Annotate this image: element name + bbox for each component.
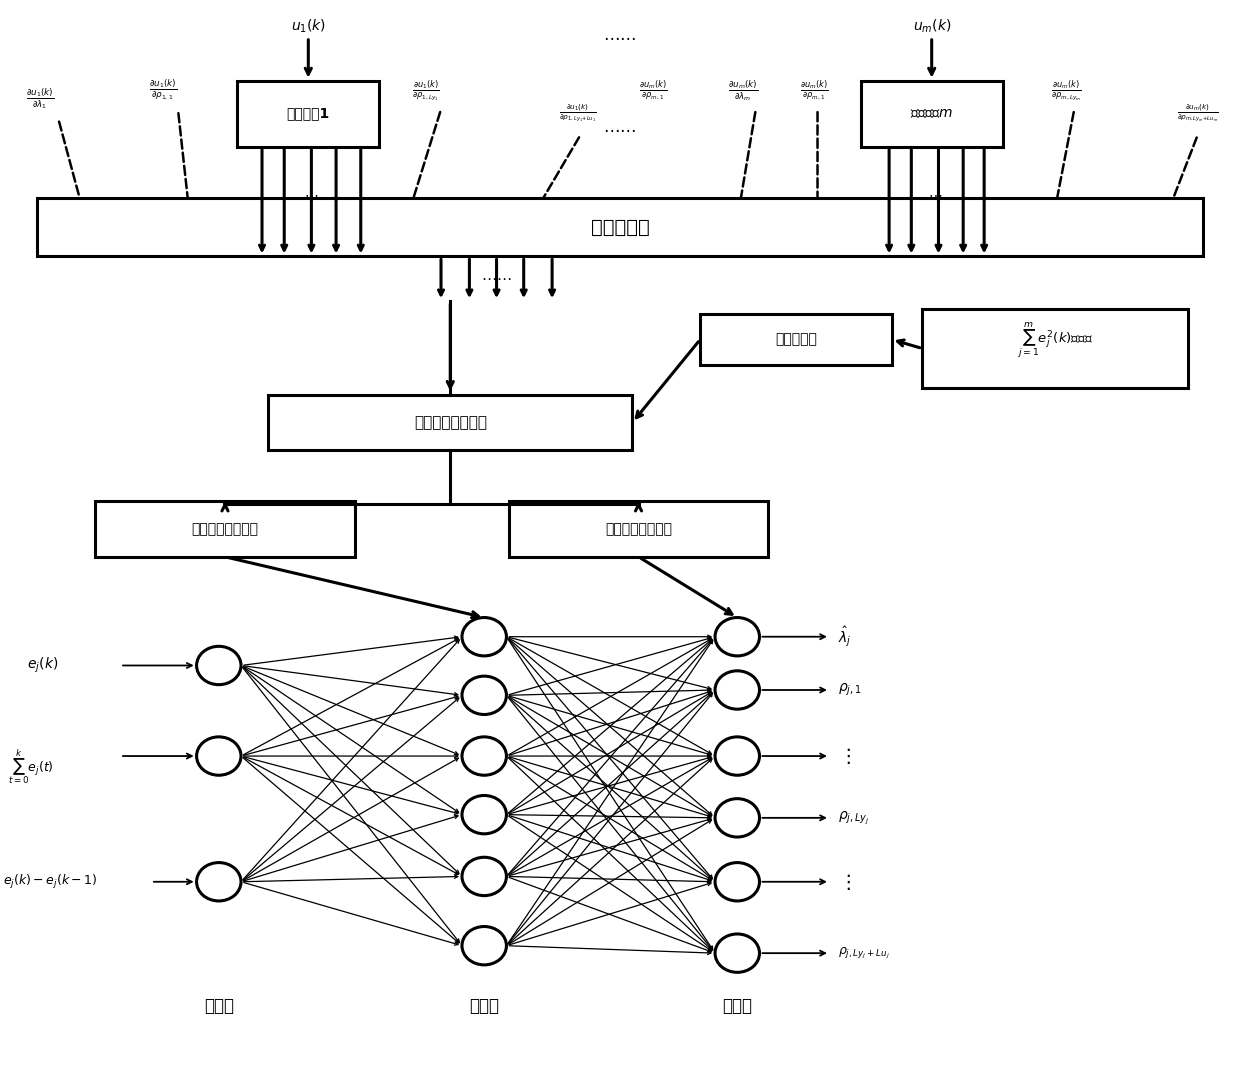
- Text: $\sum_{j=1}^{m}e_j^2(k)$最小化: $\sum_{j=1}^{m}e_j^2(k)$最小化: [1017, 320, 1094, 361]
- Text: $\cdots\cdots$: $\cdots\cdots$: [481, 270, 512, 285]
- Text: $\frac{\partial u_1(k)}{\partial \lambda_1}$: $\frac{\partial u_1(k)}{\partial \lambda…: [26, 87, 53, 111]
- Circle shape: [463, 618, 506, 655]
- Circle shape: [715, 799, 759, 838]
- Text: $\cdots$: $\cdots$: [304, 187, 319, 201]
- Text: $u_1(k)$: $u_1(k)$: [291, 17, 326, 34]
- Circle shape: [715, 670, 759, 709]
- Text: 梯度信息1: 梯度信息1: [286, 107, 330, 121]
- Text: $\frac{\partial u_m(k)}{\partial \lambda_m}$: $\frac{\partial u_m(k)}{\partial \lambda…: [728, 78, 759, 103]
- Circle shape: [715, 862, 759, 901]
- Text: $\sum_{t=0}^{k}e_j(t)$: $\sum_{t=0}^{k}e_j(t)$: [7, 748, 53, 786]
- FancyBboxPatch shape: [861, 80, 1003, 147]
- Text: $\frac{\partial u_1(k)}{\partial \rho_{1,Ly_1}}$: $\frac{\partial u_1(k)}{\partial \rho_{1…: [413, 78, 440, 102]
- Text: $\frac{\partial u_1(k)}{\partial \rho_{1,Ly_1\!+\!Lu_1}}$: $\frac{\partial u_1(k)}{\partial \rho_{1…: [559, 103, 596, 124]
- Text: 隐含层: 隐含层: [469, 997, 500, 1015]
- Text: $\vdots$: $\vdots$: [838, 872, 851, 892]
- Circle shape: [463, 737, 506, 775]
- Circle shape: [463, 857, 506, 895]
- FancyBboxPatch shape: [95, 501, 355, 557]
- Circle shape: [197, 646, 241, 684]
- FancyBboxPatch shape: [268, 395, 632, 450]
- Text: $\rho_{j,1}$: $\rho_{j,1}$: [838, 682, 862, 698]
- Text: 输出层: 输出层: [722, 997, 753, 1015]
- Circle shape: [197, 862, 241, 901]
- Text: $\rho_{j,Ly_j+Lu_j}$: $\rho_{j,Ly_j+Lu_j}$: [838, 946, 890, 961]
- Text: 更新输出层权系数: 更新输出层权系数: [605, 522, 672, 537]
- Text: 输入层: 输入层: [203, 997, 234, 1015]
- FancyBboxPatch shape: [237, 80, 379, 147]
- Text: 梯度信息$m$: 梯度信息$m$: [910, 107, 954, 121]
- Circle shape: [715, 934, 759, 972]
- Circle shape: [715, 618, 759, 655]
- Text: 梯度信息集: 梯度信息集: [590, 217, 650, 237]
- Circle shape: [197, 737, 241, 775]
- Text: $\hat{\lambda}_j$: $\hat{\lambda}_j$: [838, 624, 852, 649]
- Text: $\frac{\partial u_m(k)}{\partial \rho_{m,1}}$: $\frac{\partial u_m(k)}{\partial \rho_{m…: [639, 78, 667, 102]
- Circle shape: [463, 926, 506, 965]
- Text: $u_m(k)$: $u_m(k)$: [913, 17, 951, 34]
- Text: $\vdots$: $\vdots$: [838, 746, 851, 766]
- FancyBboxPatch shape: [923, 308, 1188, 389]
- FancyBboxPatch shape: [701, 314, 892, 365]
- Text: $\frac{\partial u_m(k)}{\partial \rho_{m,1}}$: $\frac{\partial u_m(k)}{\partial \rho_{m…: [800, 78, 828, 102]
- Text: $\frac{\partial u_m(k)}{\partial \rho_{m,Ly_m}}$: $\frac{\partial u_m(k)}{\partial \rho_{m…: [1052, 78, 1083, 102]
- Text: $e_j(k)$: $e_j(k)$: [27, 655, 58, 675]
- Text: $\frac{\partial u_1(k)}{\partial \rho_{1,1}}$: $\frac{\partial u_1(k)}{\partial \rho_{1…: [149, 78, 177, 103]
- FancyBboxPatch shape: [37, 198, 1203, 256]
- Circle shape: [463, 676, 506, 714]
- Text: $\cdots\cdots$: $\cdots\cdots$: [604, 28, 636, 46]
- Text: $\cdots$: $\cdots$: [928, 187, 942, 201]
- Text: 更新隐含层权系数: 更新隐含层权系数: [191, 522, 258, 537]
- Text: 梯度下降法: 梯度下降法: [775, 332, 817, 346]
- Text: $\rho_{j,Ly_j}$: $\rho_{j,Ly_j}$: [838, 810, 870, 826]
- FancyBboxPatch shape: [508, 501, 768, 557]
- Circle shape: [715, 737, 759, 775]
- Text: $\cdots\cdots$: $\cdots\cdots$: [604, 120, 636, 137]
- Text: $\frac{\partial u_m(k)}{\partial \rho_{m,Ly_m\!+\!Lu_m}}$: $\frac{\partial u_m(k)}{\partial \rho_{m…: [1177, 103, 1219, 124]
- Text: $e_j(k)-e_j(k-1)$: $e_j(k)-e_j(k-1)$: [2, 873, 97, 891]
- Text: 系统误差反向传播: 系统误差反向传播: [414, 416, 487, 431]
- Circle shape: [463, 796, 506, 834]
